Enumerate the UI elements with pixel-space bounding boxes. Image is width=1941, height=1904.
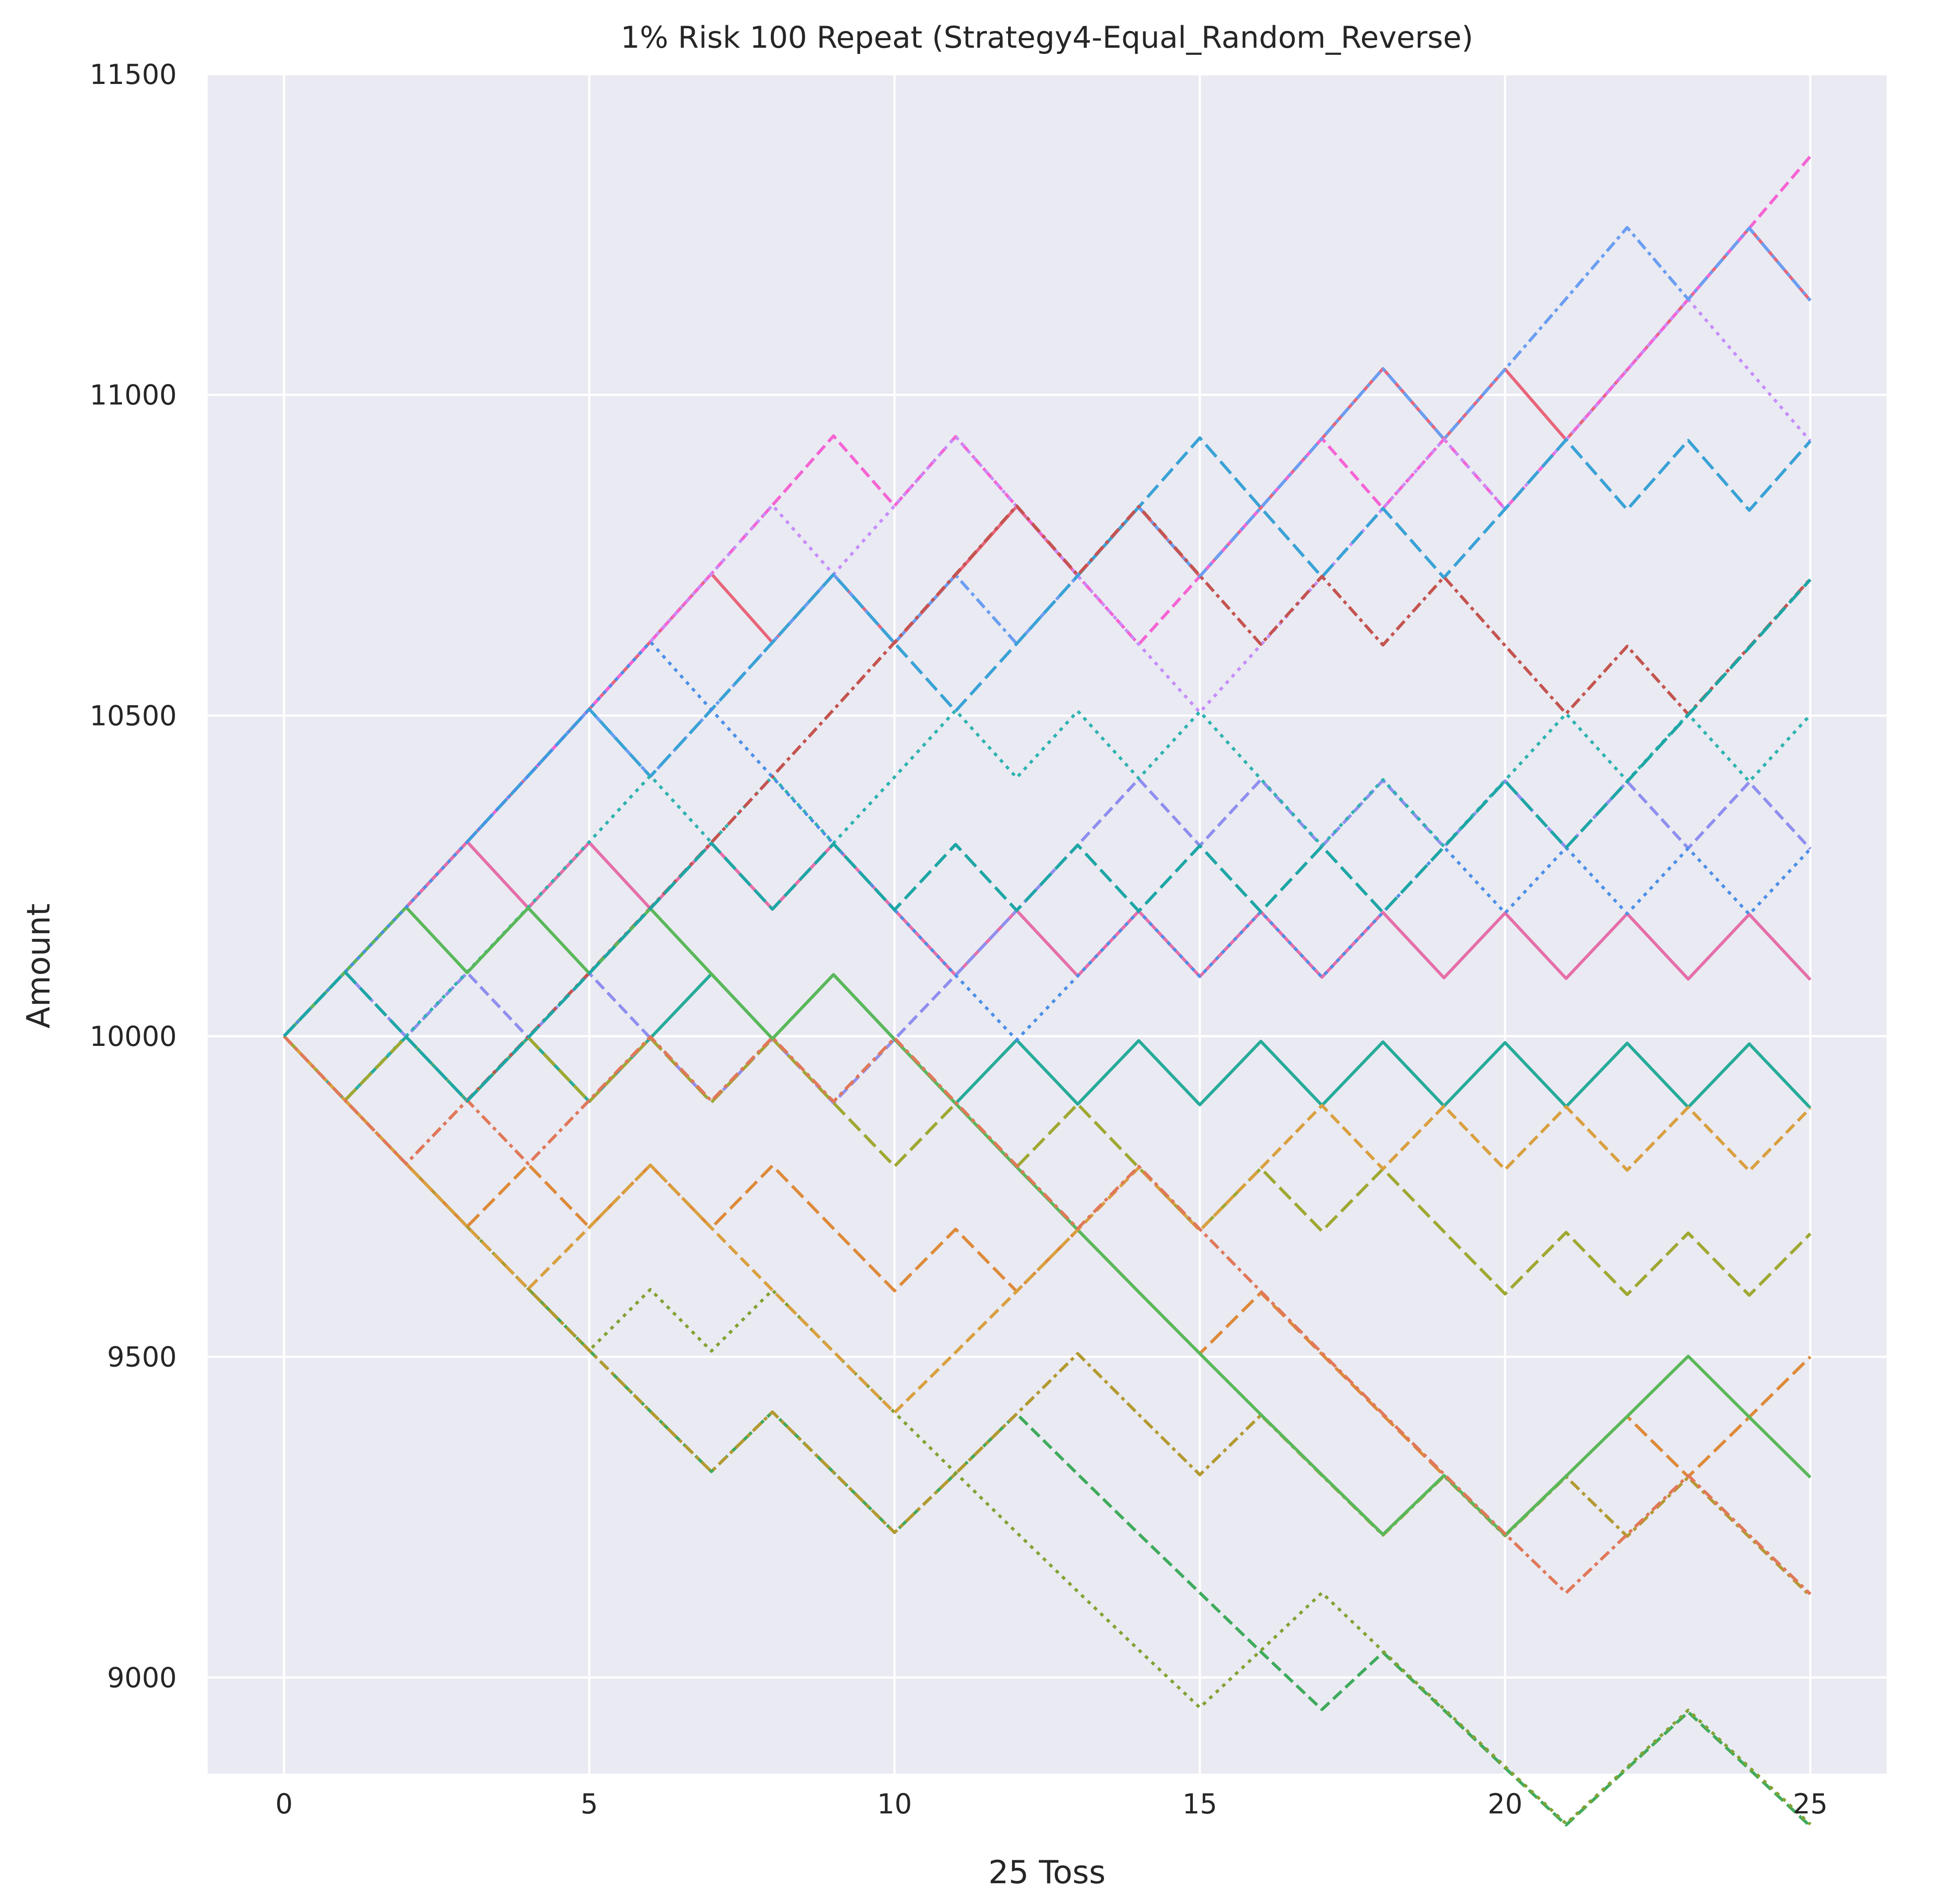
series-lines	[283, 155, 1812, 1828]
y-tick-label: 10000	[90, 1020, 177, 1053]
series-line	[283, 1035, 1812, 1414]
grid-lines	[208, 73, 1887, 1774]
y-axis-label: Amount	[20, 904, 57, 1029]
series-line	[283, 840, 1812, 1038]
x-tick-label: 15	[1182, 1788, 1217, 1820]
series-line	[283, 504, 1812, 1166]
series-line	[283, 709, 1812, 1102]
x-tick-label: 5	[581, 1788, 598, 1820]
y-tick-label: 11500	[90, 58, 177, 91]
plot-area	[208, 74, 1887, 1774]
series-line	[283, 436, 1812, 1038]
series-line	[283, 1035, 1812, 1537]
x-tick-label: 10	[877, 1788, 912, 1820]
series-line	[283, 640, 1812, 1042]
x-tick-label: 25	[1793, 1788, 1828, 1820]
series-line	[283, 1035, 1812, 1596]
tick-labels: 0 5 10 15 20 25 9000 9500 10000 10500 11000 11500	[90, 58, 1828, 1820]
series-line	[283, 578, 1812, 1103]
y-tick-label: 10500	[90, 699, 177, 732]
y-tick-label: 11000	[90, 379, 177, 411]
x-axis-label: 25 Toss	[988, 1854, 1105, 1891]
x-tick-label: 0	[275, 1788, 293, 1820]
x-tick-label: 20	[1488, 1788, 1522, 1820]
series-line	[283, 1035, 1812, 1297]
y-tick-label: 9500	[107, 1341, 177, 1373]
y-tick-label: 9000	[107, 1661, 177, 1694]
chart-title: 1% Risk 100 Repeat (Strategy4-Equal_Rand…	[620, 20, 1473, 55]
